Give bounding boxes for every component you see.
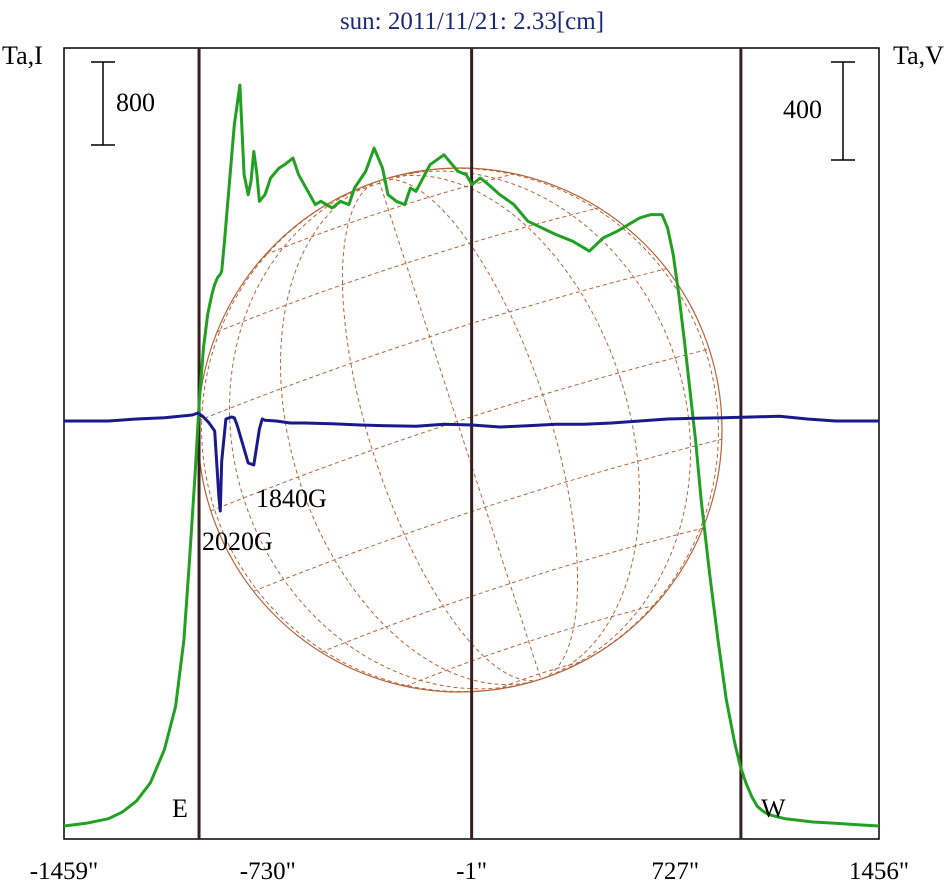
latitude-line — [216, 207, 599, 333]
left-scale-bar — [91, 61, 115, 146]
longitude-line — [201, 167, 719, 693]
annotation-1840g: 1840G — [256, 484, 327, 513]
solar-disk — [197, 167, 723, 693]
right-scale-bar — [831, 61, 855, 161]
polarization-series-line — [64, 411, 879, 513]
intensity-series-line — [63, 83, 880, 828]
x-tick-label: -1459" — [30, 858, 99, 885]
east-limb-label: E — [172, 794, 188, 823]
x-tick-label: 1456" — [849, 858, 909, 885]
left-axis-label: Ta,I — [2, 41, 43, 70]
annotation-2020g: 2020G — [202, 527, 273, 556]
limb-lines — [197, 48, 743, 839]
left-scale-bar-label: 800 — [116, 88, 155, 117]
x-tick-label: -730" — [240, 858, 296, 885]
latitude-line — [320, 527, 704, 653]
x-tick-labels: -1459" -730" -1" 727" 1456" — [30, 858, 909, 885]
west-limb-label: W — [761, 794, 786, 823]
right-axis-label: Ta,V — [893, 41, 944, 70]
solar-disk-grid — [197, 167, 722, 693]
central-meridian — [378, 180, 542, 680]
x-tick-label: 727" — [651, 858, 699, 885]
longitude-line — [229, 170, 691, 690]
right-scale-bar-label: 400 — [783, 95, 822, 124]
chart-title: sun: 2011/11/21: 2.33[cm] — [340, 8, 604, 35]
x-tick-label: -1" — [456, 858, 487, 885]
